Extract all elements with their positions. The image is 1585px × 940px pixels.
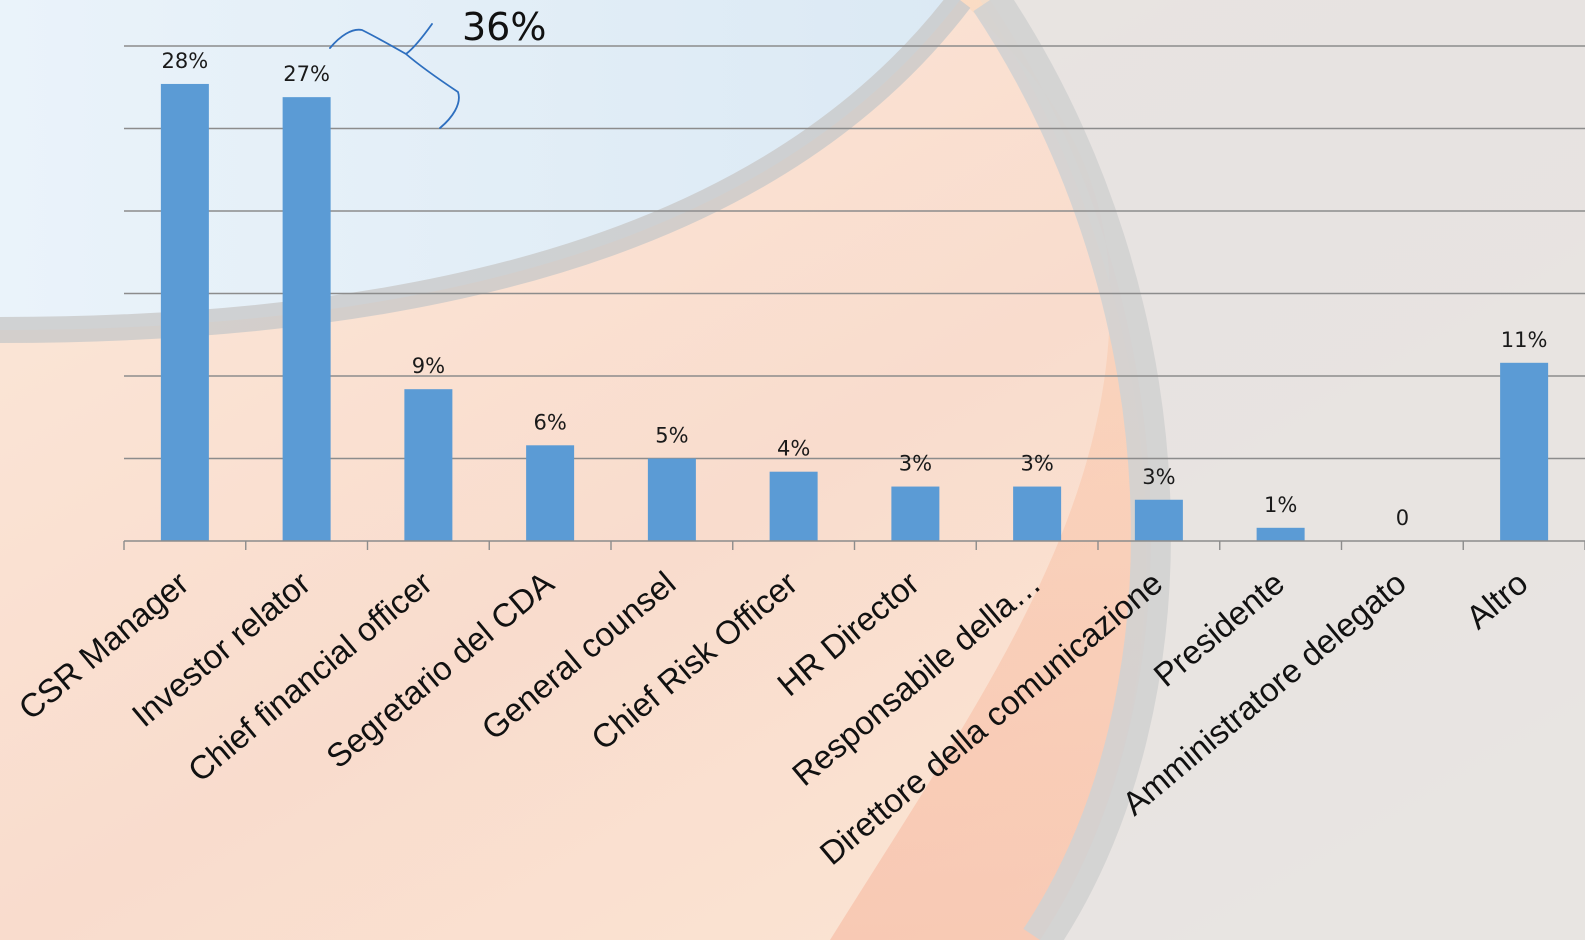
data-label: 11% [1501,328,1548,352]
bar [769,471,818,541]
bar [647,458,696,541]
handwritten-brace-annotation [329,23,460,129]
background-gray-ring-right [973,0,1171,940]
data-label: 4% [777,437,810,461]
data-labels: 28% 27% 9% 6% 5% 4% 3% 3% 3% 1% 0 11% [162,49,1548,530]
data-label: 0 [1396,506,1409,530]
bar [282,97,331,542]
data-label: 3% [1020,452,1053,476]
bar [1134,499,1183,541]
data-label: 27% [283,62,330,86]
background-orange-arc [830,0,1151,940]
bar [891,486,940,541]
bar [526,445,575,541]
annotation-group: 36% [329,5,546,129]
bar [1500,362,1549,541]
x-axis-ticks [123,541,1585,550]
category-label: Segretario del CDA [319,564,561,775]
data-label: 1% [1264,493,1297,517]
category-label: Chief Risk Officer [584,564,804,757]
bar [1256,527,1305,541]
data-label: 6% [533,410,566,434]
bars [160,83,1549,542]
data-label: 5% [655,424,688,448]
category-label: Altro [1459,564,1535,636]
bar [404,389,453,541]
data-label: 28% [162,49,209,73]
data-label: 3% [1142,465,1175,489]
data-label: 9% [412,354,445,378]
background-blue-region [0,0,960,330]
data-label: 3% [899,452,932,476]
gridlines [124,45,1585,460]
annotation-label: 36% [462,5,546,49]
bar [160,83,209,541]
bar [1013,486,1062,541]
